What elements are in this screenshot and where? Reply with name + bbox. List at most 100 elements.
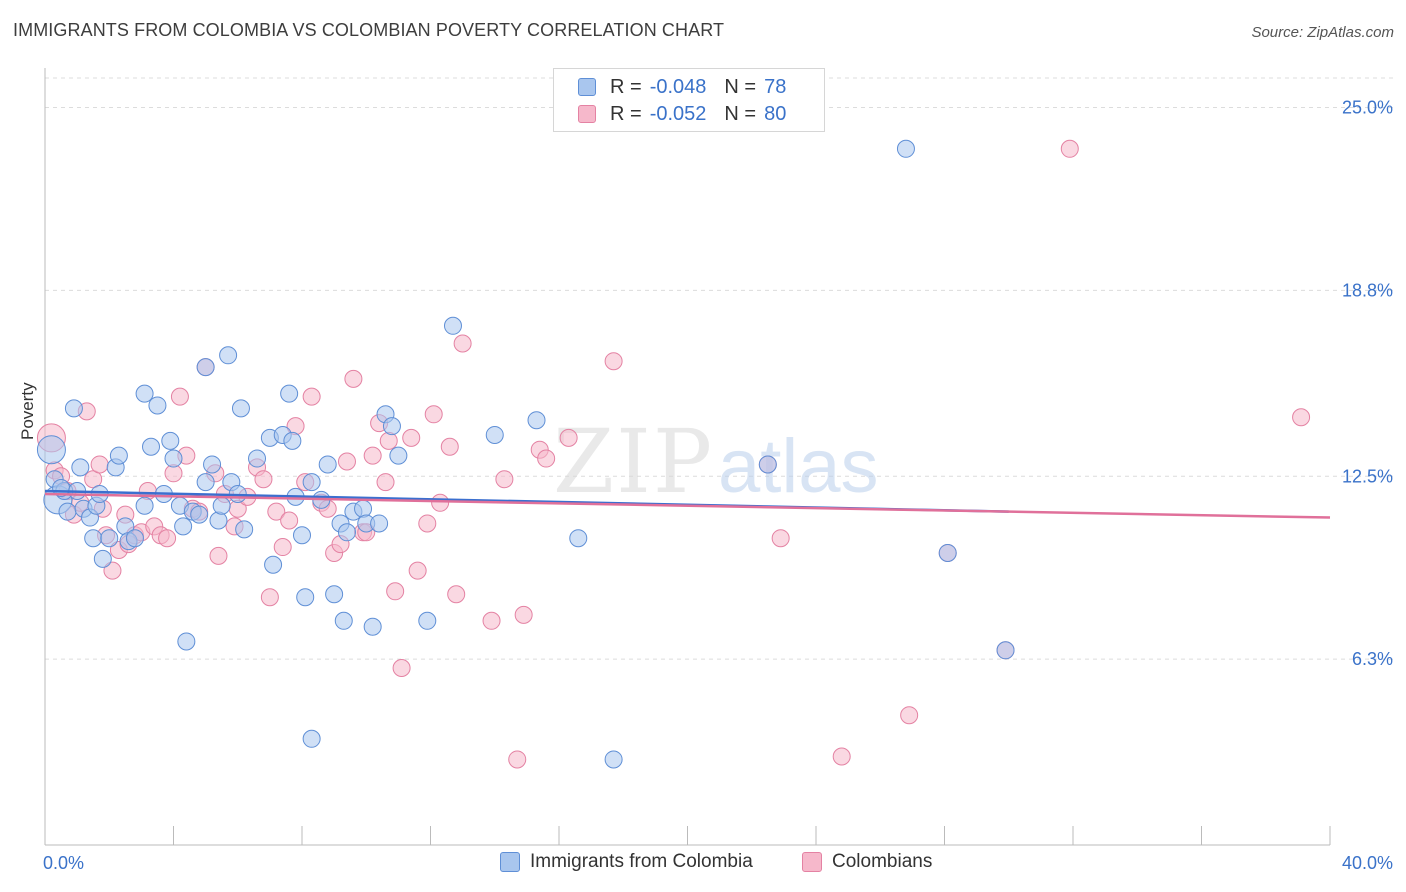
data-point	[418, 611, 437, 630]
legend-swatch-blue	[578, 78, 596, 96]
data-point	[604, 352, 623, 371]
data-point	[135, 496, 154, 515]
data-point	[84, 529, 103, 548]
data-point	[148, 396, 167, 415]
legend-r-label: R =	[610, 75, 642, 98]
x-tick-label-max: 40.0%	[1342, 853, 1393, 873]
data-point	[337, 452, 356, 471]
legend-row-immigrants: R = -0.048 N = 78	[578, 73, 786, 101]
legend-r-value: -0.048	[649, 75, 707, 98]
bottom-legend-colombians: Colombians	[802, 851, 932, 873]
data-point	[248, 449, 267, 468]
data-point	[418, 514, 437, 533]
legend-swatch-pink	[578, 105, 596, 123]
x-tick-label-min: 0.0%	[43, 853, 84, 873]
data-point	[260, 588, 279, 607]
y-axis-label: Poverty	[18, 382, 37, 440]
data-point	[273, 538, 292, 557]
watermark: ZIP atlas	[553, 410, 879, 513]
data-point	[495, 470, 514, 489]
data-point	[896, 139, 915, 158]
data-point	[900, 706, 919, 725]
y-tick-label: 25.0%	[1342, 98, 1393, 118]
data-point	[283, 431, 302, 450]
axes	[44, 68, 1331, 846]
data-point	[440, 437, 459, 456]
data-point	[453, 334, 472, 353]
correlation-legend: R = -0.048 N = 78 R = -0.052 N = 80	[553, 68, 825, 132]
data-point	[938, 543, 957, 562]
data-point	[302, 387, 321, 406]
data-point	[424, 405, 443, 424]
chart-title: IMMIGRANTS FROM COLOMBIA VS COLOMBIAN PO…	[13, 20, 725, 40]
data-point	[71, 458, 90, 477]
tick-labels: 6.3% 12.5% 18.8% 25.0% 0.0% 40.0%	[43, 98, 1393, 874]
data-point	[209, 546, 228, 565]
data-point	[354, 499, 373, 518]
data-point	[58, 502, 77, 521]
data-point	[190, 505, 209, 524]
data-point	[142, 437, 161, 456]
data-point	[1060, 139, 1079, 158]
legend-row-colombians: R = -0.052 N = 80	[578, 100, 786, 128]
data-point	[212, 496, 231, 515]
source-label: Source: ZipAtlas.com	[1251, 24, 1394, 41]
data-point	[1292, 408, 1311, 427]
data-point	[296, 588, 315, 607]
data-point	[325, 585, 344, 604]
data-point	[604, 750, 623, 769]
bottom-swatch-blue	[500, 852, 520, 872]
data-point	[231, 399, 250, 418]
data-point	[389, 446, 408, 465]
bottom-legend-label-colombians: Colombians	[832, 851, 933, 872]
data-point	[264, 555, 283, 574]
watermark-zip: ZIP	[553, 410, 714, 513]
data-point	[431, 493, 450, 512]
data-point	[363, 446, 382, 465]
data-point	[196, 473, 215, 492]
data-point	[100, 529, 119, 548]
data-point	[219, 346, 238, 365]
trend-line-colombians	[44, 492, 1331, 519]
data-point	[174, 517, 193, 536]
immigrants-points	[36, 139, 1015, 769]
data-point	[64, 399, 83, 418]
trend-lines	[44, 489, 1331, 519]
data-point	[832, 747, 851, 766]
bottom-legend-label-immigrants: Immigrants from Colombia	[530, 851, 753, 872]
data-point	[482, 611, 501, 630]
data-point	[376, 473, 395, 492]
data-point	[209, 511, 228, 530]
data-point	[443, 316, 462, 335]
legend-n-value: 78	[764, 75, 787, 98]
data-point	[93, 549, 112, 568]
y-tick-label: 12.5%	[1342, 466, 1393, 486]
data-point	[758, 455, 777, 474]
legend-n-label: N =	[724, 75, 757, 98]
data-point	[569, 529, 588, 548]
data-point	[334, 611, 353, 630]
data-point	[36, 435, 66, 465]
legend-n-value: 80	[764, 102, 787, 125]
data-point	[485, 425, 504, 444]
data-point	[559, 428, 578, 447]
data-point	[508, 750, 527, 769]
bottom-legend-immigrants: Immigrants from Colombia	[500, 851, 753, 873]
grid-lines	[45, 77, 1395, 660]
legend-r-label: R =	[610, 102, 642, 125]
data-point	[254, 470, 273, 489]
data-point	[302, 473, 321, 492]
data-point	[158, 529, 177, 548]
data-point	[392, 659, 411, 677]
watermark-atlas: atlas	[718, 424, 879, 509]
data-point	[90, 455, 109, 474]
data-point	[125, 529, 144, 548]
data-point	[109, 446, 128, 465]
y-tick-label: 18.8%	[1342, 280, 1393, 300]
data-point	[447, 585, 466, 604]
data-point	[337, 523, 356, 542]
data-point	[382, 417, 401, 436]
data-point	[363, 617, 382, 636]
data-point	[996, 641, 1015, 660]
